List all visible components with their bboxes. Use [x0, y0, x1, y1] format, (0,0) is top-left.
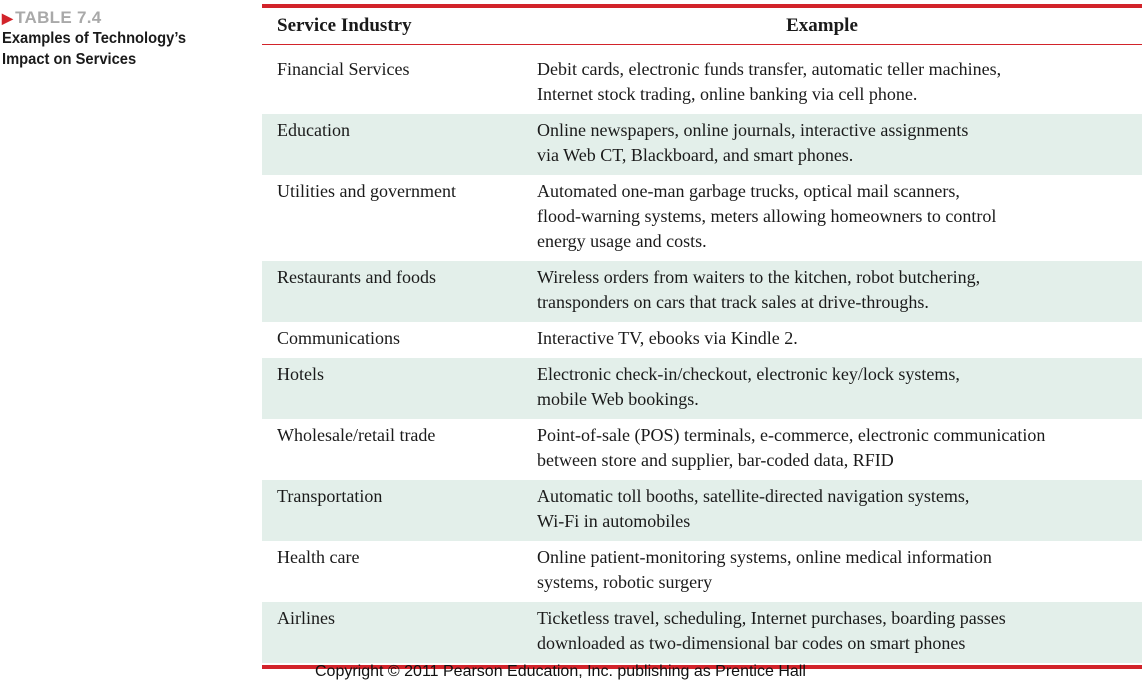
services-table: Service Industry Example Financial Servi… [262, 4, 1142, 669]
table-row: Restaurants and foods Wireless orders fro… [262, 261, 1142, 322]
example-cell: Online newspapers, online journals, inte… [537, 120, 969, 165]
example-cell: Automatic toll booths, satellite-directe… [537, 486, 970, 531]
table-row: Communications Interactive TV, ebooks via… [262, 322, 1142, 358]
example-cell: Automated one-man garbage trucks, optica… [537, 181, 997, 251]
table-number-label: TABLE 7.4 [15, 8, 102, 27]
table-header-rule [262, 44, 1142, 45]
example-cell: Online patient-monitoring systems, onlin… [537, 547, 992, 592]
triangle-marker-icon: ▶ [2, 10, 14, 26]
table-title: Examples of Technology’s Impact on Servi… [2, 28, 241, 70]
header-example: Example [786, 15, 858, 36]
table-title-line-1: Examples of Technology’s [2, 30, 187, 47]
copyright-notice: Copyright © 2011 Pearson Education, Inc.… [315, 663, 806, 680]
example-cell: Debit cards, electronic funds transfer, … [537, 59, 1002, 104]
table-title-line-2: Impact on Services [2, 51, 137, 68]
service-industry-cell: Health care [277, 547, 360, 567]
table-body: Financial Services Debit cards, electroni… [262, 53, 1142, 663]
service-industry-cell: Wholesale/retail trade [277, 425, 436, 445]
service-industry-cell: Hotels [277, 364, 324, 384]
service-industry-cell: Airlines [277, 608, 335, 628]
table-caption: ▶ TABLE 7.4 Examples of Technology’s Impa… [2, 8, 242, 70]
example-cell: Point-of-sale (POS) terminals, e-commerc… [537, 425, 1046, 470]
table-bottom-rule [262, 665, 1142, 669]
table-row: Transportation Automatic toll booths, sat… [262, 480, 1142, 541]
table-row: Utilities and government Automated one-ma… [262, 175, 1142, 261]
table-top-rule [262, 4, 1142, 8]
table-row: Financial Services Debit cards, electroni… [262, 53, 1142, 114]
service-industry-cell: Utilities and government [277, 181, 456, 201]
example-cell: Wireless orders from waiters to the kitc… [537, 267, 981, 312]
example-cell: Interactive TV, ebooks via Kindle 2. [537, 328, 798, 348]
table-row: Health care Online patient-monitoring sys… [262, 541, 1142, 602]
table-row: Airlines Ticketless travel, scheduling, I… [262, 602, 1142, 663]
service-industry-cell: Restaurants and foods [277, 267, 436, 287]
example-cell: Ticketless travel, scheduling, Internet … [537, 608, 1006, 653]
service-industry-cell: Financial Services [277, 59, 410, 79]
table-row: Education Online newspapers, online journ… [262, 114, 1142, 175]
service-industry-cell: Education [277, 120, 350, 140]
header-service-industry: Service Industry [277, 15, 412, 36]
service-industry-cell: Communications [277, 328, 400, 348]
table-row: Hotels Electronic check-in/checkout, elec… [262, 358, 1142, 419]
table-header-row: Service Industry Example [262, 8, 1142, 44]
example-cell: Electronic check-in/checkout, electronic… [537, 364, 960, 409]
table-number: ▶ TABLE 7.4 [2, 8, 242, 28]
table-row: Wholesale/retail trade Point-of-sale (POS… [262, 419, 1142, 480]
service-industry-cell: Transportation [277, 486, 383, 506]
